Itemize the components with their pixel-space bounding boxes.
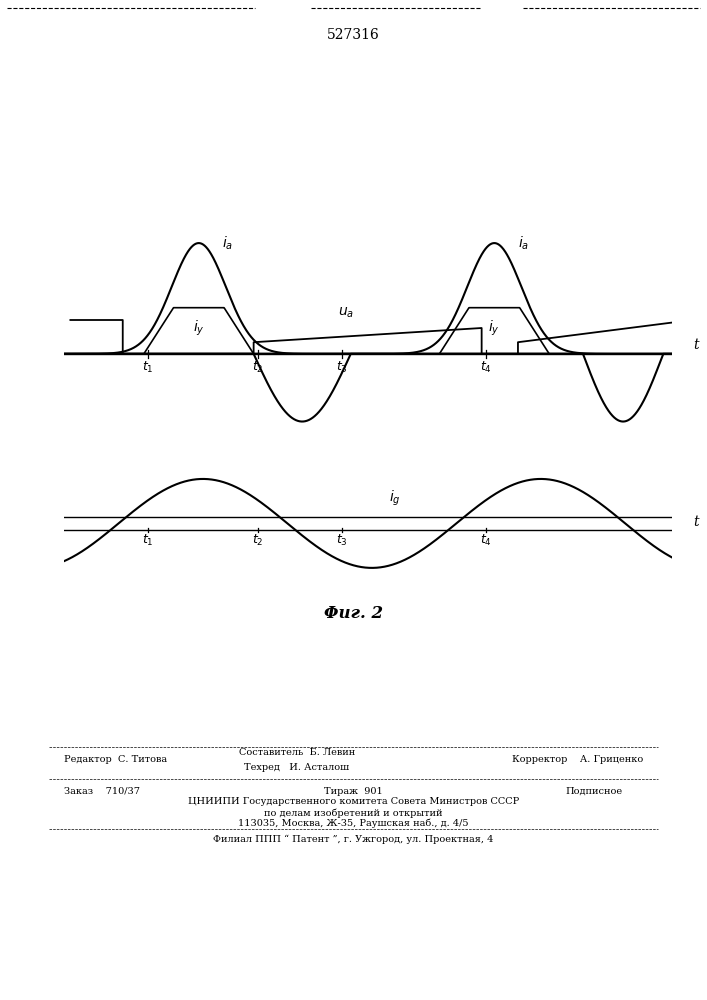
Text: Составитель  Б. Левин: Составитель Б. Левин [239, 748, 355, 757]
Text: $i_g$: $i_g$ [389, 489, 400, 508]
Text: Техред   И. Асталош: Техред И. Асталош [245, 763, 349, 772]
Text: $t_1$: $t_1$ [142, 360, 154, 375]
Text: 113035, Москва, Ж-35, Раушская наб., д. 4/5: 113035, Москва, Ж-35, Раушская наб., д. … [238, 819, 469, 828]
Text: $t_4$: $t_4$ [480, 360, 492, 375]
Text: Подписное: Подписное [566, 787, 623, 796]
Text: Редактор  С. Титова: Редактор С. Титова [64, 755, 167, 764]
Text: Филиал ППП “ Патент ”, г. Ужгород, ул. Проектная, 4: Филиал ППП “ Патент ”, г. Ужгород, ул. П… [214, 835, 493, 844]
Text: Заказ    710/37: Заказ 710/37 [64, 787, 139, 796]
Text: $i_a$: $i_a$ [518, 235, 529, 252]
Text: Тираж  901: Тираж 901 [324, 787, 383, 796]
Text: t: t [693, 338, 699, 352]
Text: $i_y$: $i_y$ [193, 319, 204, 338]
Text: $i_y$: $i_y$ [489, 319, 500, 338]
Text: 527316: 527316 [327, 28, 380, 42]
Text: Корректор    А. Гриценко: Корректор А. Гриценко [512, 755, 643, 764]
Text: $t_2$: $t_2$ [252, 360, 264, 375]
Text: Φиг. 2: Φиг. 2 [324, 605, 383, 622]
Text: по делам изобретений и открытий: по делам изобретений и открытий [264, 808, 443, 818]
Text: t: t [693, 515, 699, 529]
Text: $u_a$: $u_a$ [339, 305, 355, 320]
Text: $t_1$: $t_1$ [142, 533, 154, 548]
Text: $t_3$: $t_3$ [337, 533, 348, 548]
Text: $t_3$: $t_3$ [337, 360, 348, 375]
Text: $t_2$: $t_2$ [252, 533, 264, 548]
Text: $i_a$: $i_a$ [223, 235, 233, 252]
Text: ЦНИИПИ Государственного комитета Совета Министров СССР: ЦНИИПИ Государственного комитета Совета … [188, 797, 519, 806]
Text: $t_4$: $t_4$ [480, 533, 492, 548]
